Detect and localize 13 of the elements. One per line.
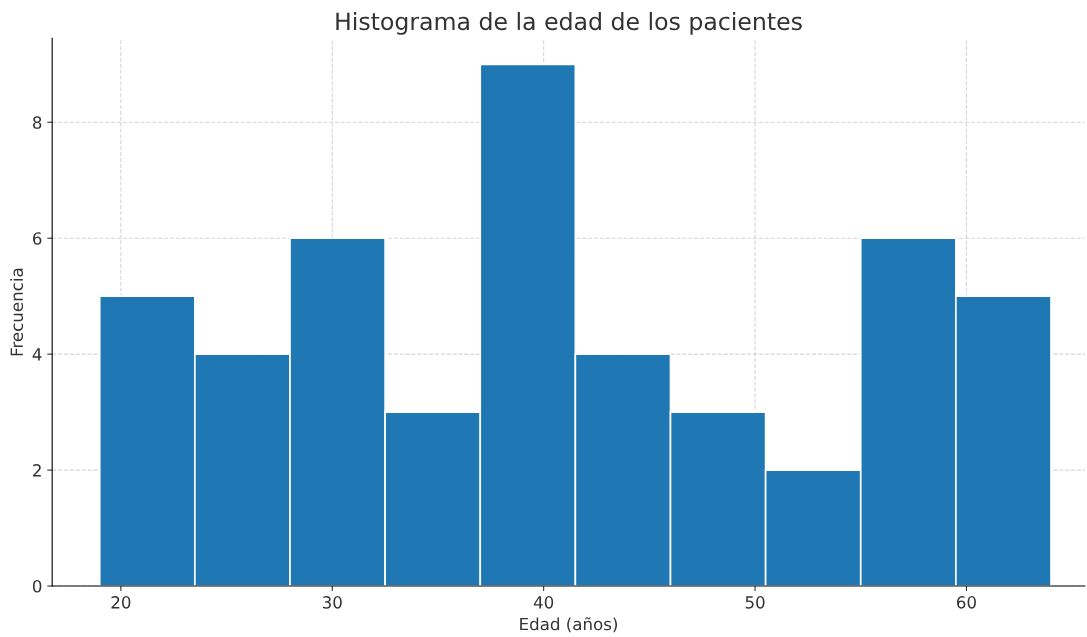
x-tick-label: 20 <box>111 596 131 609</box>
x-tick-label: 60 <box>957 596 976 609</box>
y-tick-label: 0 <box>32 580 42 593</box>
y-tick-label: 8 <box>32 116 42 129</box>
x-axis-title: Edad (años) <box>520 617 617 633</box>
y-axis-title: Frecuencia <box>10 268 24 356</box>
y-tick-label: 2 <box>33 464 41 477</box>
y-tick-label: 6 <box>33 232 42 245</box>
x-tick-label: 30 <box>322 596 342 609</box>
x-tick-label: 40 <box>533 596 554 609</box>
y-tick-label: 4 <box>32 348 42 361</box>
chart-title: Histograma de la edad de los pacientes <box>336 11 802 35</box>
x-tick-label: 50 <box>745 596 765 609</box>
